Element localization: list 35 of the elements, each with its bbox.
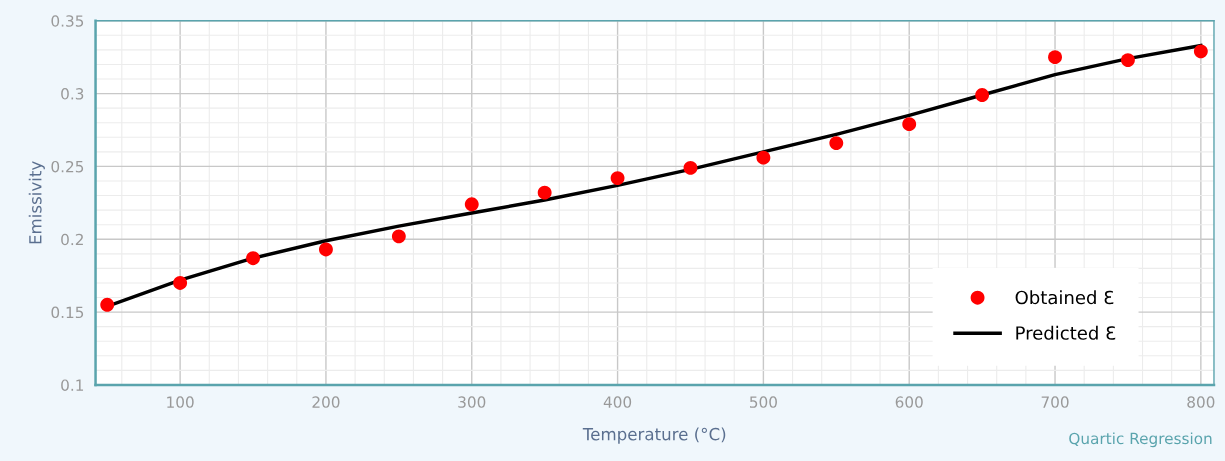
- legend-label: Obtained Ɛ: [1015, 290, 1114, 305]
- y-tick-label: 0.35: [51, 15, 84, 27]
- y-tick-label: 0.1: [61, 379, 84, 391]
- point: [100, 297, 115, 312]
- text: Quartic Regression: [1069, 432, 1212, 448]
- x-tick-label: 100: [167, 396, 194, 408]
- point: [829, 136, 844, 151]
- point: [464, 197, 479, 212]
- x-tick-label: 500: [750, 396, 777, 408]
- point: [391, 229, 406, 244]
- point: [319, 242, 333, 257]
- x-tick-label: 200: [312, 396, 340, 408]
- point: [756, 150, 771, 165]
- y-tick-label: 0.25: [51, 160, 84, 173]
- x-tick-label: 400: [603, 396, 632, 408]
- point: [902, 117, 917, 132]
- point: [975, 88, 990, 102]
- x-axis-title: Temperature (°C): [582, 427, 726, 444]
- x-tick-label: 600: [895, 396, 923, 408]
- point: [610, 171, 625, 186]
- point: [537, 185, 552, 200]
- point: [246, 251, 260, 266]
- y-tick-label: 0.15: [51, 306, 84, 319]
- legend-label: Predicted Ɛ: [1016, 325, 1116, 340]
- x-tick-label: 700: [1041, 396, 1069, 408]
- x-tick-label: 800: [1187, 396, 1215, 408]
- x-tick-label: 300: [458, 396, 486, 408]
- point: [1193, 44, 1208, 59]
- point: [173, 276, 188, 290]
- point: [1048, 50, 1062, 65]
- y-axis-title: Emissivity: [28, 161, 45, 244]
- y-tick-label: 0.2: [61, 233, 83, 246]
- y-tick-label: 0.3: [61, 88, 84, 100]
- point: [683, 160, 698, 175]
- point: [1121, 53, 1135, 68]
